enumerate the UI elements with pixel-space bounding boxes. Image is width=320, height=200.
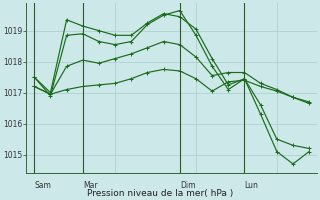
Text: Dim: Dim [180,181,195,190]
Text: Lun: Lun [244,181,258,190]
Text: Mar: Mar [83,181,97,190]
Text: Pression niveau de la mer( hPa ): Pression niveau de la mer( hPa ) [87,189,233,198]
Text: Sam: Sam [34,181,51,190]
